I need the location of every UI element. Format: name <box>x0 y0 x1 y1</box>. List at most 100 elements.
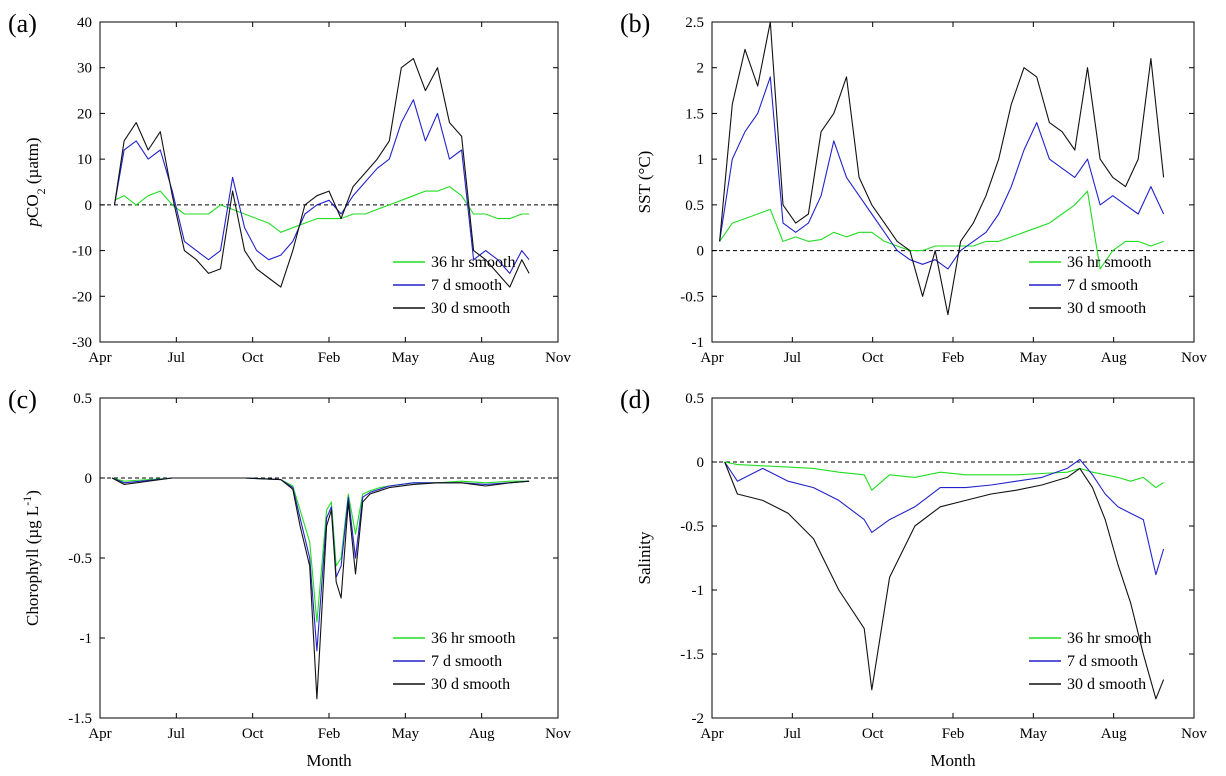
x-tick-label: Aug <box>469 350 495 366</box>
legend-label: 7 d smooth <box>431 653 502 670</box>
panel-label: (a) <box>8 9 37 38</box>
y-tick-label: 2.5 <box>685 15 704 31</box>
x-tick-label: May <box>392 726 420 742</box>
y-axis-title-part: -1 <box>20 496 34 506</box>
plot-frame <box>99 397 559 719</box>
y-tick-label: -20 <box>72 289 92 305</box>
x-tick-label: Jul <box>784 726 802 742</box>
y-axis-title-part: p <box>23 218 42 228</box>
x-tick-label: Feb <box>942 350 965 366</box>
plot-frame <box>711 21 1195 343</box>
y-tick-label: 0 <box>697 244 705 260</box>
y-tick-label: 1.5 <box>685 106 704 122</box>
plot-frame <box>99 21 559 343</box>
series-line-1 <box>719 76 1165 270</box>
x-tick-label: Nov <box>545 350 571 366</box>
x-tick-label: Nov <box>1181 350 1207 366</box>
x-tick-label: Apr <box>88 726 111 742</box>
y-axis-title: Chorophyll (µg L-1) <box>20 490 42 626</box>
x-tick-label: Feb <box>318 350 341 366</box>
x-tick-label: Aug <box>1101 350 1127 366</box>
x-axis-title: Month <box>930 751 976 770</box>
legend-label: 30 d smooth <box>1067 300 1146 317</box>
legend-label: 7 d smooth <box>1067 277 1138 294</box>
x-tick-label: Jul <box>784 350 802 366</box>
y-tick-label: -1.5 <box>680 647 704 663</box>
y-tick-label: 0 <box>85 198 93 214</box>
y-tick-label: 0.5 <box>685 391 704 407</box>
series-line-2 <box>719 21 1165 316</box>
y-axis-title: Salinity <box>635 531 654 584</box>
series-line-1 <box>724 458 1165 576</box>
x-tick-label: May <box>1020 726 1048 742</box>
y-tick-label: -1 <box>692 583 705 599</box>
y-axis-title-part: Chorophyll (µg L <box>23 506 42 626</box>
legend-label: 30 d smooth <box>1067 676 1146 693</box>
legend-label: 7 d smooth <box>1067 653 1138 670</box>
legend-label: 36 hr smooth <box>1067 254 1151 271</box>
y-tick-label: 0 <box>85 471 93 487</box>
panel-label: (d) <box>620 385 650 414</box>
y-tick-label: -30 <box>72 335 92 351</box>
y-tick-label: -2 <box>692 711 705 727</box>
x-tick-label: Feb <box>318 726 341 742</box>
y-tick-label: -10 <box>72 244 92 260</box>
y-tick-label: -0.5 <box>68 551 92 567</box>
x-tick-label: Nov <box>545 726 571 742</box>
y-tick-label: 10 <box>77 152 92 168</box>
y-axis-title-part: SST (°C) <box>635 151 654 214</box>
series-line-1 <box>113 99 530 274</box>
legend-label: 30 d smooth <box>431 676 510 693</box>
y-axis-title-part: (µatm) <box>23 138 42 189</box>
y-tick-label: 0.5 <box>73 391 92 407</box>
y-tick-label: 2 <box>697 61 705 77</box>
panel-label: (b) <box>620 9 650 38</box>
x-tick-label: Feb <box>942 726 965 742</box>
chart-panel: -1 -0.5 0 0.5 1 1.5 2 2.5 Apr Jul Oct Feb May Aug Nov 3… <box>620 9 1207 366</box>
series-line-2 <box>111 477 530 700</box>
y-tick-label: 20 <box>77 106 92 122</box>
x-tick-label: May <box>1020 350 1048 366</box>
x-tick-label: Oct <box>862 726 884 742</box>
plot-frame <box>711 397 1195 719</box>
x-tick-label: Nov <box>1181 726 1207 742</box>
chart-panel: -2 -1.5 -1 -0.5 0 0.5 Apr Jul Oct Feb May Aug Nov 36 … <box>620 385 1207 770</box>
y-tick-label: 1 <box>697 152 705 168</box>
series-line-0 <box>719 190 1164 270</box>
y-tick-label: -1 <box>80 631 93 647</box>
legend-label: 36 hr smooth <box>431 630 515 647</box>
x-tick-label: Jul <box>168 726 186 742</box>
chart-panel: -1.5 -1 -0.5 0 0.5 Apr Jul Oct Feb May Aug Nov 36 hr… <box>8 385 571 770</box>
x-tick-label: Apr <box>88 350 111 366</box>
series-line-2 <box>724 461 1165 700</box>
x-tick-label: Apr <box>700 726 723 742</box>
y-tick-label: -1.5 <box>68 711 92 727</box>
y-axis-title-part: ) <box>23 490 42 496</box>
y-axis-title: SST (°C) <box>635 151 654 214</box>
x-tick-label: May <box>392 350 420 366</box>
legend-label: 30 d smooth <box>431 300 510 317</box>
x-tick-label: Aug <box>1101 726 1127 742</box>
x-tick-label: Aug <box>469 726 495 742</box>
x-tick-label: Oct <box>862 350 884 366</box>
series-line-0 <box>724 461 1164 491</box>
series-line-2 <box>113 58 530 288</box>
y-axis-title: pCO2 (µatm) <box>23 138 48 228</box>
x-tick-label: Apr <box>700 350 723 366</box>
x-axis-title: Month <box>306 751 352 770</box>
x-tick-label: Oct <box>242 350 264 366</box>
y-axis-title-part: 2 <box>34 188 48 194</box>
y-axis-title-part: Salinity <box>635 531 654 584</box>
y-tick-label: 0.5 <box>685 198 704 214</box>
y-tick-label: 0 <box>697 455 705 471</box>
panel-label: (c) <box>8 385 37 414</box>
y-tick-label: -0.5 <box>680 519 704 535</box>
y-tick-label: 40 <box>77 15 92 31</box>
y-tick-label: 30 <box>77 61 92 77</box>
y-tick-label: -1 <box>692 335 705 351</box>
chart-panel: -30 -20 -10 0 10 20 30 40 Apr Jul Oct Feb May Aug Nov 3… <box>8 9 571 366</box>
legend-label: 36 hr smooth <box>1067 630 1151 647</box>
y-axis-title-part: CO <box>23 194 42 218</box>
legend-label: 7 d smooth <box>431 277 502 294</box>
